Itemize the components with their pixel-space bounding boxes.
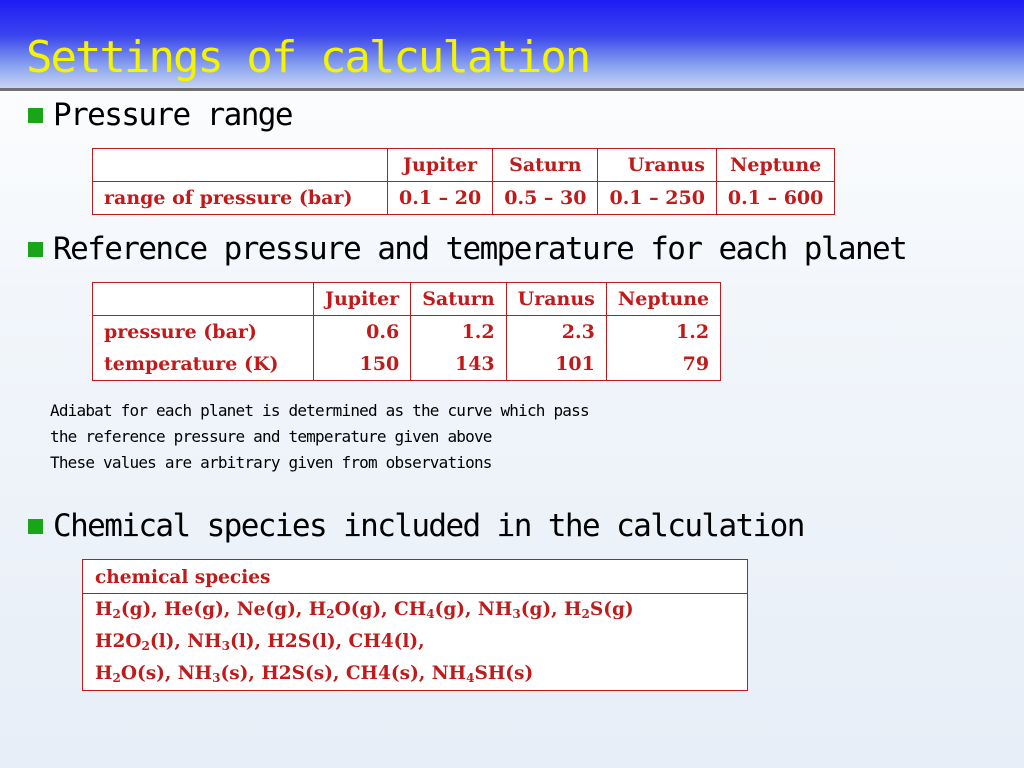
table-header-cell: Neptune [715,148,836,182]
chemical-species-box: chemical species H2(g), He(g), Ne(g), H2… [82,559,748,691]
subscript: 4 [466,671,475,685]
bullet-pressure-range: Pressure range [28,97,293,133]
formula-text: (g), NH [434,599,513,620]
formula-text: H2O [95,631,142,652]
table-cell: 1.2 [605,315,722,348]
species-box-header: chemical species [83,560,747,594]
table-row-label: pressure (bar) [92,315,314,348]
note-line: the reference pressure and temperature g… [50,427,492,446]
bullet-text: Pressure range [53,97,293,133]
table-header-row: Jupiter Saturn Uranus Neptune [92,282,722,316]
table-row-label: temperature (K) [92,348,314,381]
subscript: 2 [141,639,150,653]
table-cell: 0.1 – 250 [597,181,717,215]
table-cell: 0.1 – 600 [715,181,836,215]
subscript: 2 [112,607,121,621]
formula-text: (l), H2S(l), CH4(l), [230,631,425,652]
reference-table: Jupiter Saturn Uranus Neptune pressure (… [92,282,722,381]
formula-text: (g), He(g), Ne(g), H [120,599,327,620]
square-bullet-icon [28,107,43,123]
title-divider [0,88,1024,91]
adiabat-note: Adiabat for each planet is determined as… [50,398,590,476]
table-cell: 2.3 [505,315,607,348]
formula-text: (s), H2S(s), CH4(s), NH [220,663,467,684]
table-cell: 0.5 – 30 [492,181,599,215]
table-row: temperature (K) 150 143 101 79 [92,348,722,381]
table-cell: 79 [605,348,722,381]
bullet-text: Chemical species included in the calcula… [53,508,805,544]
formula-text: O(s), NH [120,663,213,684]
table-row: pressure (bar) 0.6 1.2 2.3 1.2 [92,315,722,348]
bullet-reference-pressure: Reference pressure and temperature for e… [28,231,908,267]
square-bullet-icon [28,241,43,257]
slide-title: Settings of calculation [26,32,591,83]
species-line: H2O2(l), NH3(l), H2S(l), CH4(l), [83,626,747,658]
table-cell: 143 [410,348,507,381]
table-cell: 1.2 [410,315,507,348]
formula-text: SH(s) [474,663,534,684]
formula-text: (l), NH [149,631,222,652]
table-header-cell: Uranus [597,148,717,182]
table-header-cell: Jupiter [312,282,412,316]
table-header-cell: Neptune [605,282,722,316]
table-cell: 0.6 [312,315,412,348]
table-cell: 0.1 – 20 [386,181,494,215]
subscript: 2 [581,607,590,621]
bullet-chemical-species: Chemical species included in the calcula… [28,508,805,544]
subscript: 3 [212,671,221,685]
table-header-row: Jupiter Saturn Uranus Neptune [92,148,836,182]
table-header-cell [92,148,388,182]
table-header-cell: Saturn [492,148,599,182]
formula-text: O(g), CH [334,599,427,620]
table-row-label: range of pressure (bar) [92,181,388,215]
subscript: 2 [326,607,335,621]
subscript: 3 [512,607,521,621]
formula-text: H [95,663,113,684]
title-bar: Settings of calculation [0,0,1024,88]
table-header-cell: Jupiter [386,148,494,182]
species-line: H2O(s), NH3(s), H2S(s), CH4(s), NH4SH(s) [83,658,747,690]
square-bullet-icon [28,518,43,534]
table-header-cell [92,282,314,316]
formula-text: H [95,599,113,620]
table-header-cell: Saturn [410,282,507,316]
note-line: Adiabat for each planet is determined as… [50,401,590,420]
table-header-cell: Uranus [505,282,607,316]
table-cell: 101 [505,348,607,381]
subscript: 3 [221,639,230,653]
subscript: 2 [112,671,121,685]
note-line: These values are arbitrary given from ob… [50,453,492,472]
table-cell: 150 [312,348,412,381]
species-line: H2(g), He(g), Ne(g), H2O(g), CH4(g), NH3… [83,594,747,626]
formula-text: S(g) [589,599,634,620]
table-row: range of pressure (bar) 0.1 – 20 0.5 – 3… [92,181,836,215]
subscript: 4 [426,607,435,621]
pressure-range-table: Jupiter Saturn Uranus Neptune range of p… [92,148,836,215]
bullet-text: Reference pressure and temperature for e… [53,231,908,267]
formula-text: (g), H [520,599,582,620]
